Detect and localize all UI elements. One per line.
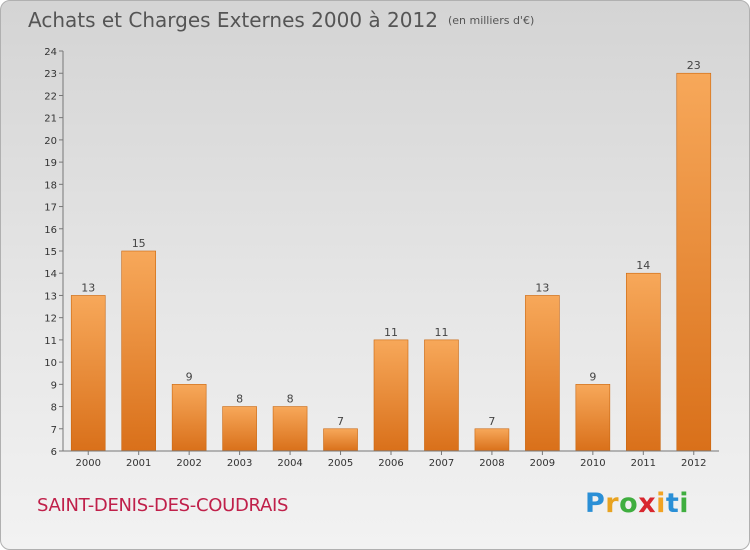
- bar-value-label: 9: [589, 370, 596, 383]
- y-tick-label: 13: [44, 291, 57, 302]
- logo-letter: i: [679, 488, 690, 519]
- bar-value-label: 15: [132, 237, 146, 250]
- bar-value-label: 8: [287, 393, 294, 406]
- x-tick-label: 2000: [76, 458, 101, 469]
- x-tick-label: 2006: [378, 458, 403, 469]
- bar-2006: [373, 339, 409, 452]
- logo-letter: i: [656, 488, 666, 519]
- bar-value-label: 11: [384, 326, 398, 339]
- y-tick-label: 6: [51, 447, 57, 458]
- proxiti-logo: Proxiti: [585, 488, 689, 519]
- x-tick-label: 2008: [479, 458, 504, 469]
- x-tick-label: 2012: [681, 458, 706, 469]
- y-tick-label: 12: [44, 314, 57, 325]
- bar-value-label: 13: [535, 281, 549, 294]
- x-tick-label: 2007: [429, 458, 454, 469]
- x-tick-label: 2004: [277, 458, 302, 469]
- bar-2000: [70, 295, 106, 452]
- bar-value-label: 7: [337, 415, 344, 428]
- chart-title: Achats et Charges Externes 2000 à 2012 (e…: [28, 8, 534, 32]
- bar-value-label: 8: [236, 393, 243, 406]
- bar-2009: [525, 295, 560, 452]
- y-tick-label: 10: [44, 358, 57, 369]
- bar-2001: [121, 250, 156, 452]
- y-tick-label: 20: [44, 136, 57, 147]
- bars: 13 15 9 8 8 7 11 11 7 13 9 14 23: [70, 59, 712, 452]
- y-tick-label: 14: [44, 269, 57, 280]
- bar-value-label: 9: [186, 370, 193, 383]
- bar-value-label: 11: [434, 326, 448, 339]
- bar-2007: [424, 339, 459, 452]
- bar-2012: [676, 72, 712, 452]
- bar-value-label: 14: [636, 259, 650, 272]
- bar-value-label: 7: [488, 415, 495, 428]
- bar-value-label: 13: [81, 281, 95, 294]
- bar-2008: [474, 428, 510, 452]
- x-tick-label: 2009: [530, 458, 555, 469]
- x-axis: 2000 2001 2002 2003 2004 2005 2006 2007 2008 2009…: [63, 450, 719, 469]
- bar-2011: [626, 272, 661, 452]
- bar-2003: [222, 406, 257, 452]
- y-tick-label: 23: [44, 69, 57, 80]
- x-tick-label: 2005: [328, 458, 353, 469]
- y-tick-label: 21: [44, 114, 57, 125]
- bar-2010: [575, 384, 611, 452]
- y-tick-label: 18: [44, 180, 57, 191]
- commune-name: SAINT-DENIS-DES-COUDRAIS: [37, 495, 289, 516]
- y-tick-label: 8: [51, 403, 57, 414]
- chart-unit-note: (en milliers d'€): [447, 14, 535, 27]
- logo-letter: o: [619, 488, 639, 519]
- y-tick-label: 22: [44, 91, 57, 102]
- logo-letter: r: [605, 488, 620, 519]
- y-tick-label: 11: [44, 336, 57, 347]
- logo-letter: t: [665, 488, 680, 519]
- logo-letter: P: [585, 488, 606, 519]
- y-tick-label: 9: [51, 380, 57, 391]
- y-tick-label: 19: [44, 158, 57, 169]
- y-tick-label: 16: [44, 225, 57, 236]
- bar-2004: [272, 406, 308, 452]
- bar-2005: [323, 428, 358, 452]
- logo-letter: x: [638, 488, 657, 519]
- x-tick-label: 2010: [580, 458, 605, 469]
- x-tick-label: 2002: [176, 458, 201, 469]
- y-tick-label: 17: [44, 203, 57, 214]
- y-tick-label: 7: [51, 425, 57, 436]
- y-tick-label: 15: [44, 247, 57, 258]
- y-axis: 6 7 8 9 10 11 12 13 14 15 16 17 18 19 20 21 22 23 24: [44, 47, 64, 458]
- bar-value-label: 23: [687, 59, 701, 72]
- bar-2002: [171, 384, 207, 452]
- chart-title-text: Achats et Charges Externes 2000 à 2012: [28, 8, 438, 32]
- x-tick-label: 2003: [227, 458, 252, 469]
- x-tick-label: 2001: [126, 458, 151, 469]
- y-tick-label: 24: [44, 47, 57, 58]
- x-tick-label: 2011: [631, 458, 656, 469]
